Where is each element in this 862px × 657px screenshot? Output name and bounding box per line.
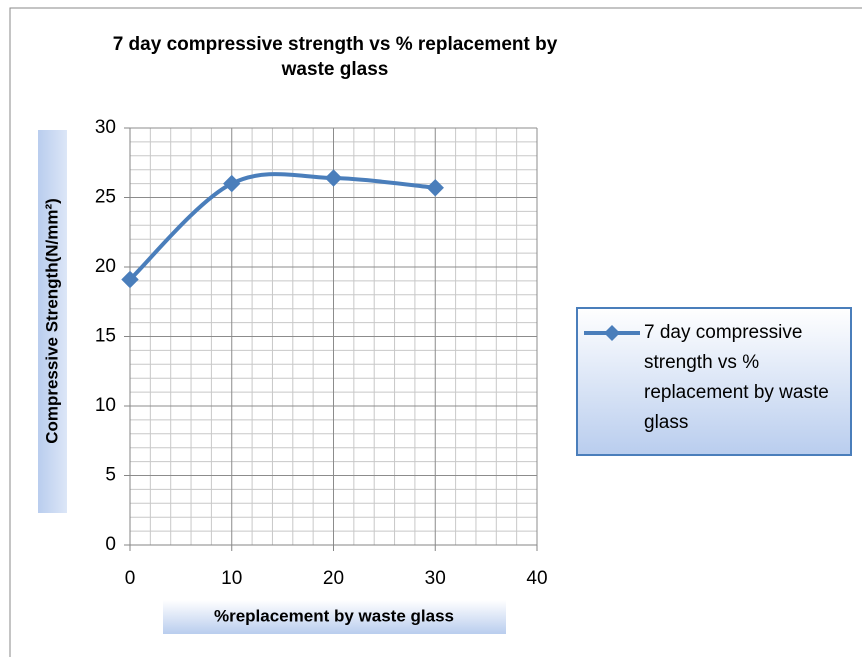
data-point <box>121 270 139 289</box>
series-line <box>128 172 436 281</box>
x-tick-label: 40 <box>526 568 547 589</box>
y-tick-label: 0 <box>105 534 116 555</box>
y-tick-label: 10 <box>95 395 116 416</box>
x-label-box <box>163 600 506 634</box>
chart-border <box>9 7 862 657</box>
y-axis-label: Compressive Strength(N/mm²) <box>42 198 61 444</box>
legend-label: 7 day compressive strength vs % replacem… <box>644 322 829 433</box>
x-tick-label: 10 <box>221 568 242 589</box>
x-tick-label: 30 <box>425 568 446 589</box>
y-tick-label: 5 <box>105 465 116 486</box>
y-tick-label: 20 <box>95 256 116 277</box>
y-tick-label: 30 <box>95 117 116 138</box>
x-tick-label: 20 <box>323 568 344 589</box>
x-axis-label: %replacement by waste glass <box>214 606 454 625</box>
data-point <box>324 169 343 187</box>
data-point <box>426 179 444 197</box>
x-tick-label: 0 <box>125 568 136 589</box>
data-point <box>223 174 241 193</box>
legend-marker <box>604 325 620 341</box>
chart-title: 7 day compressive strength vs % replacem… <box>112 34 558 80</box>
y-tick-label: 15 <box>95 326 116 347</box>
y-tick-label: 25 <box>95 187 116 208</box>
y-label-box <box>38 130 67 513</box>
